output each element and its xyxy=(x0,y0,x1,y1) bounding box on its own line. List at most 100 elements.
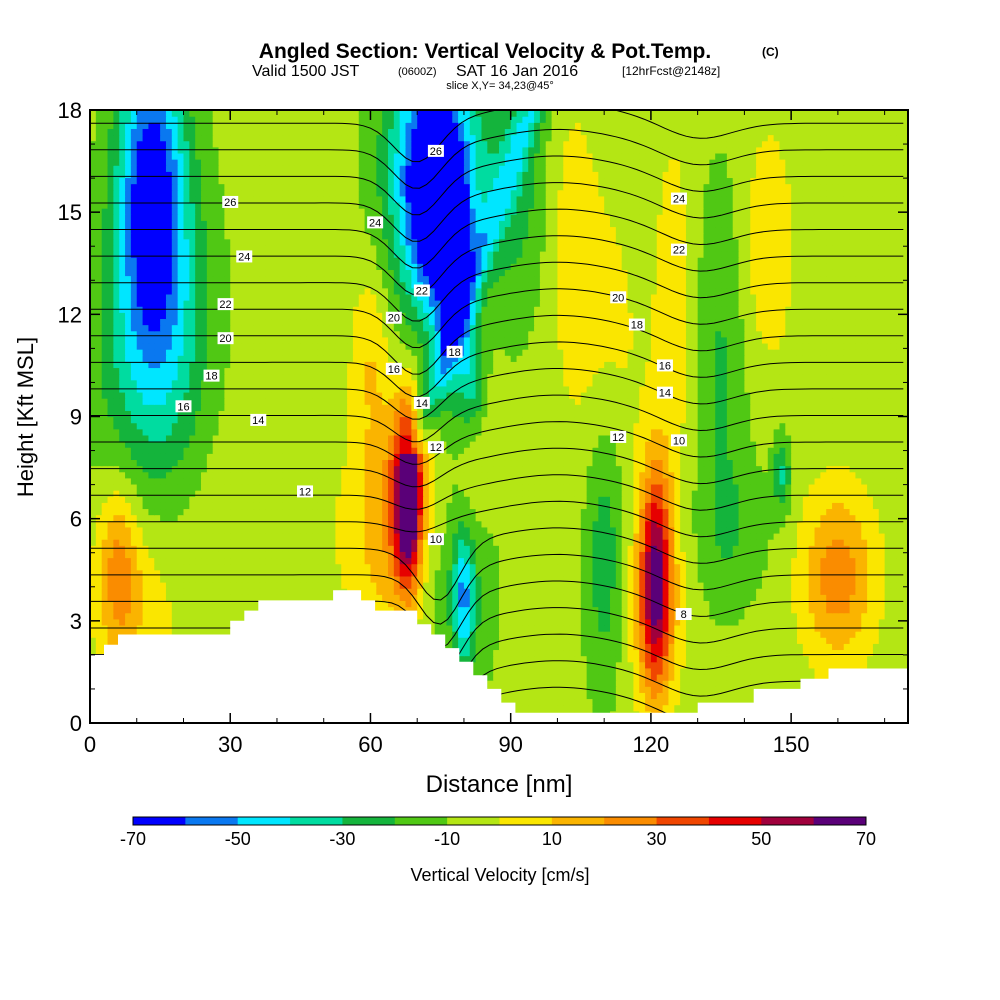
heat-cell xyxy=(557,673,564,681)
heat-cell xyxy=(750,588,757,595)
heat-cell xyxy=(428,612,436,620)
heat-cell xyxy=(90,575,97,583)
heat-cell xyxy=(808,655,816,663)
heat-cell xyxy=(598,698,605,706)
heat-cell xyxy=(586,594,594,601)
heat-cell xyxy=(878,563,886,571)
heat-cell xyxy=(826,520,833,528)
heat-cell xyxy=(726,557,734,565)
heat-cell xyxy=(189,594,196,601)
heat-cell xyxy=(522,618,529,626)
heat-cell xyxy=(317,520,325,528)
heat-cell xyxy=(569,502,576,510)
heat-cell xyxy=(183,618,190,626)
heat-cell xyxy=(750,600,757,608)
heat-cell xyxy=(183,612,190,620)
heat-cell xyxy=(376,575,383,583)
heat-cell xyxy=(107,631,114,638)
heat-cell xyxy=(539,661,547,669)
heat-cell xyxy=(779,575,786,583)
heat-cell xyxy=(779,508,786,516)
heat-cell xyxy=(738,588,745,595)
heat-cell xyxy=(563,673,570,681)
heat-cell xyxy=(709,655,716,663)
heat-cell xyxy=(534,673,541,681)
heat-cell xyxy=(405,557,412,565)
heat-cell xyxy=(820,600,827,608)
heat-cell xyxy=(329,514,336,522)
heat-cell xyxy=(463,520,471,528)
heat-cell xyxy=(463,575,471,583)
heat-cell xyxy=(236,539,243,546)
heat-cell xyxy=(598,618,605,626)
heat-cell xyxy=(861,655,868,663)
heat-cell xyxy=(715,539,722,546)
heat-cell xyxy=(312,563,319,571)
heat-cell xyxy=(323,575,331,583)
heat-cell xyxy=(148,594,155,601)
heat-cell xyxy=(785,661,792,669)
heat-cell xyxy=(212,575,220,583)
heat-cell xyxy=(241,526,249,534)
heat-cell xyxy=(189,514,196,522)
heat-cell xyxy=(685,575,693,583)
heat-cell xyxy=(499,514,506,522)
heat-cell xyxy=(539,569,547,577)
heat-cell xyxy=(539,520,547,528)
heat-cell xyxy=(849,557,857,565)
heat-cell xyxy=(726,643,734,651)
heat-cell xyxy=(726,563,734,571)
heat-cell xyxy=(107,563,114,571)
heat-cell xyxy=(756,673,763,681)
heat-cell xyxy=(463,618,471,626)
heat-cell xyxy=(610,618,617,626)
heat-cell xyxy=(329,520,336,528)
heat-cell xyxy=(767,532,775,540)
heat-cell xyxy=(481,582,488,589)
heat-cell xyxy=(493,545,500,552)
heat-cell xyxy=(125,594,132,601)
heat-cell xyxy=(136,502,144,510)
heat-cell xyxy=(645,643,652,651)
heat-cell xyxy=(896,631,903,638)
heat-cell xyxy=(802,618,810,626)
heat-cell xyxy=(697,594,705,601)
heat-cell xyxy=(586,649,594,657)
heat-cell xyxy=(557,575,564,583)
heat-cell xyxy=(452,612,459,620)
heat-cell xyxy=(165,606,173,614)
heat-cell xyxy=(791,643,798,651)
heat-cell xyxy=(440,631,448,638)
heat-cell xyxy=(113,588,120,595)
heat-cell xyxy=(177,631,185,638)
heat-cell xyxy=(125,575,132,583)
heat-cell xyxy=(627,680,634,687)
heat-cell xyxy=(534,655,541,663)
heat-cell xyxy=(557,649,564,657)
heat-cell xyxy=(773,631,781,638)
heat-cell xyxy=(796,514,804,522)
heat-cell xyxy=(843,520,851,528)
heat-cell xyxy=(539,539,547,546)
heat-cell xyxy=(621,594,629,601)
heat-cell xyxy=(224,526,231,534)
heat-cell xyxy=(557,692,564,700)
heat-cell xyxy=(376,606,383,614)
heat-cell xyxy=(557,600,564,608)
heat-cell xyxy=(206,606,214,614)
heat-cell xyxy=(347,514,354,522)
heat-cell xyxy=(224,569,231,577)
heat-cell xyxy=(738,545,745,552)
heat-cell xyxy=(680,520,687,528)
heat-cell xyxy=(896,606,903,614)
heat-cell xyxy=(101,563,109,571)
heat-cell xyxy=(867,631,874,638)
heat-cell xyxy=(604,575,611,583)
heat-cell xyxy=(621,575,629,583)
heat-cell xyxy=(183,557,190,565)
heat-cell xyxy=(510,698,518,706)
heat-cell xyxy=(113,520,120,528)
heat-cell xyxy=(738,661,745,669)
heat-cell xyxy=(738,624,745,632)
heat-cell xyxy=(95,539,103,546)
